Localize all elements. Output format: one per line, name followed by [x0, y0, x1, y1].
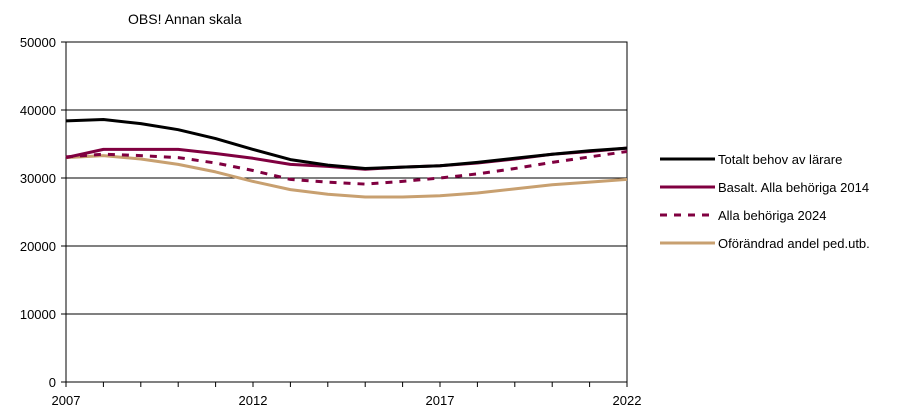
y-tick-label-10000: 10000 — [20, 307, 56, 322]
x-tick-label-2012: 2012 — [239, 393, 268, 408]
series-line-4 — [65, 154, 628, 199]
y-tick-label-40000: 40000 — [20, 103, 56, 118]
legend: Totalt behov av lärare Basalt. Alla behör… — [660, 152, 870, 251]
y-tick-label-0: 0 — [49, 375, 56, 390]
y-tick-label-20000: 20000 — [20, 239, 56, 254]
y-tick-label-50000: 50000 — [20, 35, 56, 50]
series-line-1 — [65, 118, 628, 170]
x-tick-label-2007: 2007 — [52, 393, 81, 408]
x-tick-label-2017: 2017 — [426, 393, 455, 408]
legend-label-2: Basalt. Alla behöriga 2014 — [718, 180, 869, 195]
series-line-3 — [65, 150, 628, 186]
legend-label-3: Alla behöriga 2024 — [718, 208, 826, 223]
legend-label-1: Totalt behov av lärare — [718, 152, 842, 167]
plot-area: 0 10000 20000 30000 40000 50000 2007 2012 2017 20… — [20, 35, 642, 408]
y-tick-label-30000: 30000 — [20, 171, 56, 186]
plot-frame — [65, 41, 628, 383]
legend-label-4: Oförändrad andel ped.utb. — [718, 236, 870, 251]
x-tick-label-2022: 2022 — [613, 393, 642, 408]
chart-title: OBS! Annan skala — [128, 11, 242, 27]
